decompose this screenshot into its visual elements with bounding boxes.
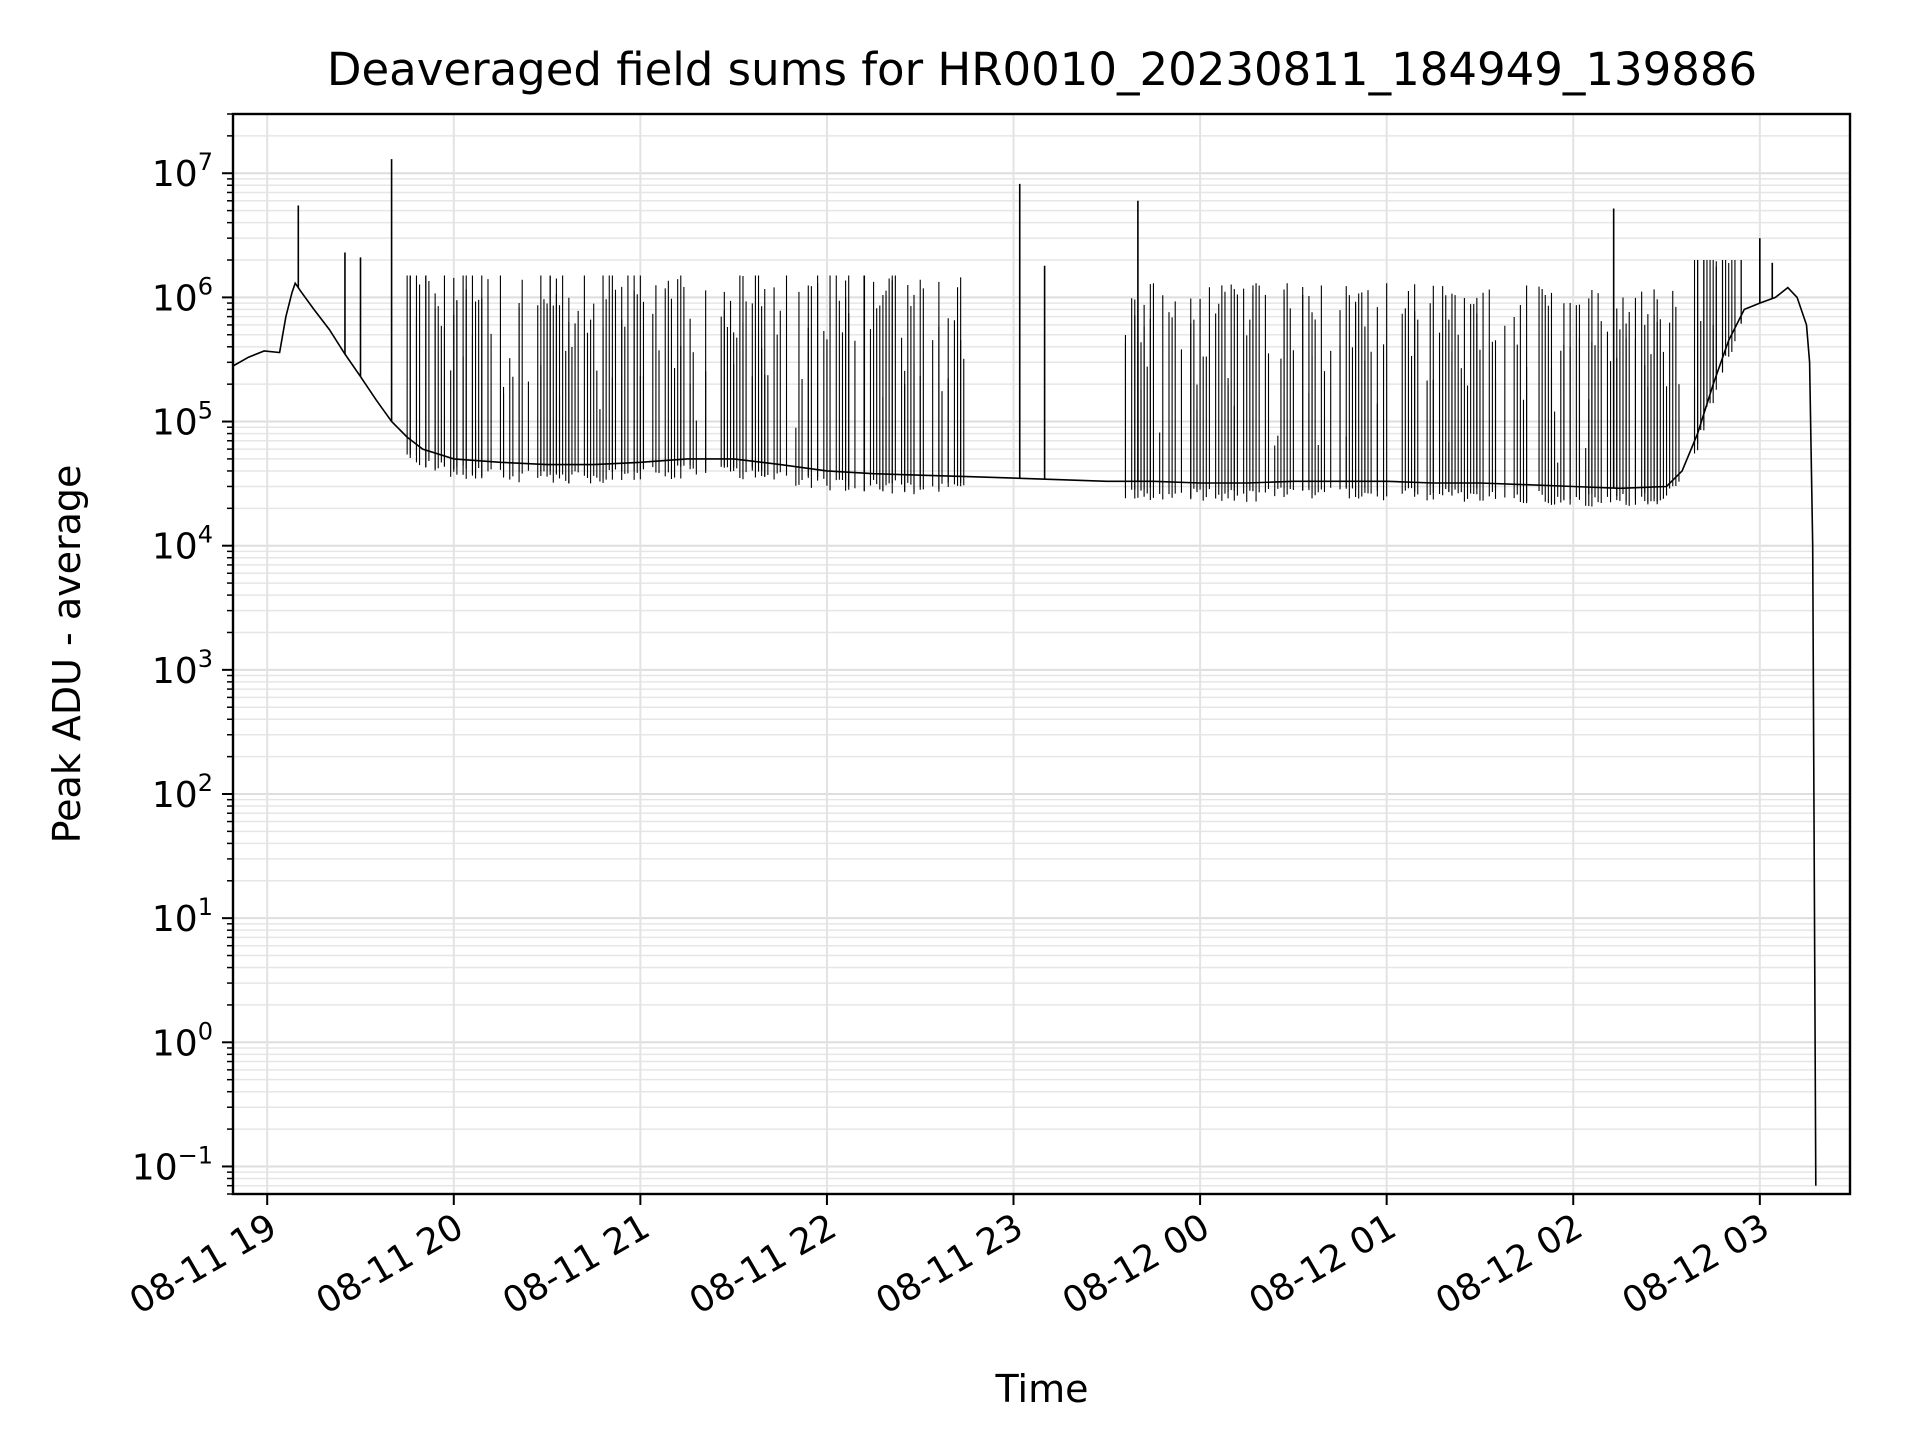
y-tick-label: 106 [152,272,213,319]
y-tick-label: 101 [152,893,213,940]
y-tick-label: 107 [152,148,213,195]
y-tick-label: 10−1 [132,1141,213,1188]
chart-title: Deaveraged field sums for HR0010_2023081… [327,43,1757,96]
y-axis: 10−1 100 101 102 103 104 105 106 107 [132,113,233,1195]
y-tick-label: 104 [152,521,213,568]
y-tick-label: 102 [152,769,213,816]
dense-spike-cluster [1665,260,1742,496]
x-axis-label: Time [995,1367,1089,1411]
plot-frame [231,112,1852,1196]
plot-area [232,159,1817,1186]
y-tick-label: 105 [152,397,213,444]
y-tick-label: 103 [152,645,213,692]
y-tick-label: 100 [152,1017,213,1064]
grid-lines [233,113,1850,1195]
dense-spike-cluster [406,275,965,495]
y-axis-label: Peak ADU - average [45,465,89,844]
